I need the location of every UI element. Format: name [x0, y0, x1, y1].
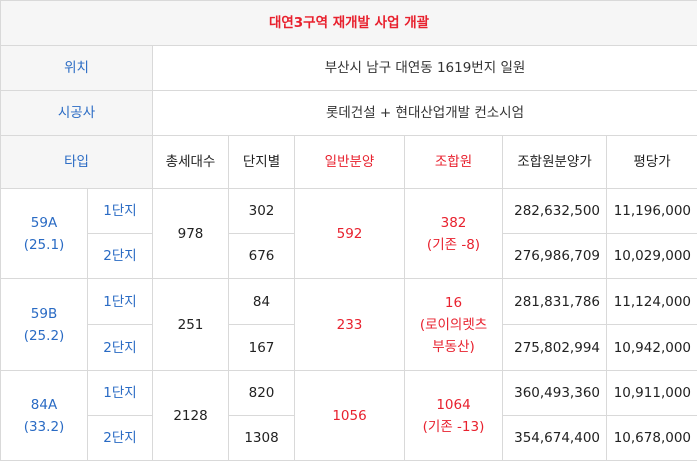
- member-price: 360,493,360: [502, 370, 607, 416]
- table-title: 대연3구역 재개발 사업 개괄: [0, 0, 697, 46]
- header-members: 조합원: [404, 135, 503, 189]
- members-note-2: 부동산): [432, 338, 475, 355]
- header-per-complex: 단지별: [228, 135, 295, 189]
- table-row: 2단지 676 276,986,709 10,029,000: [1, 233, 697, 279]
- type-cell: 84A (33.2): [0, 370, 88, 461]
- header-per-pyeong: 평당가: [606, 135, 697, 189]
- members-note: (로이의렛츠: [419, 316, 488, 333]
- member-price: 282,632,500: [502, 188, 607, 234]
- table-row: 2단지 1308 354,674,400 10,678,000: [1, 415, 697, 461]
- complex-label: 1단지: [87, 370, 153, 416]
- complex-label: 2단지: [87, 233, 153, 279]
- members-count: 16: [444, 294, 463, 311]
- member-price: 276,986,709: [502, 233, 607, 279]
- complex-count: 820: [228, 370, 295, 416]
- type-cell: 59A (25.1): [0, 188, 88, 279]
- price-per-pyeong: 10,678,000: [606, 415, 697, 461]
- member-price: 275,802,994: [502, 324, 607, 371]
- general-sale: 592: [294, 188, 405, 279]
- table-row: 59B (25.2) 1단지 251 84 233 16 (로이의렛츠 부동산)…: [0, 278, 697, 371]
- complex-count: 676: [228, 233, 295, 279]
- type-area: (25.1): [23, 236, 65, 253]
- price-per-pyeong: 11,124,000: [606, 278, 697, 325]
- member-price: 281,831,786: [502, 278, 607, 325]
- contractor-label: 시공사: [0, 90, 153, 136]
- price-per-pyeong: 10,942,000: [606, 324, 697, 371]
- price-per-pyeong: 10,911,000: [606, 370, 697, 416]
- complex-count: 1308: [228, 415, 295, 461]
- complex-label: 1단지: [87, 188, 153, 234]
- members-count: 1064: [436, 396, 471, 413]
- table-row: 59A (25.1) 1단지 978 302 592 382 (기존 -8) 2…: [0, 188, 697, 279]
- header-total: 총세대수: [152, 135, 229, 189]
- total-units: 2128: [152, 370, 229, 461]
- complex-label: 2단지: [87, 415, 153, 461]
- price-per-pyeong: 11,196,000: [606, 188, 697, 234]
- general-sale: 1056: [294, 370, 405, 461]
- complex-count: 302: [228, 188, 295, 234]
- header-general: 일반분양: [294, 135, 405, 189]
- members-cell: 382 (기존 -8): [404, 188, 503, 279]
- type-name: 59B: [30, 305, 58, 322]
- table-row: 84A (33.2) 1단지 2128 820 1056 1064 (기존 -1…: [0, 370, 697, 461]
- general-sale: 233: [294, 278, 405, 371]
- member-price: 354,674,400: [502, 415, 607, 461]
- type-name: 59A: [30, 214, 58, 231]
- members-cell: 16 (로이의렛츠 부동산): [404, 278, 503, 371]
- members-count: 382: [440, 214, 467, 231]
- type-area: (25.2): [23, 327, 65, 344]
- total-units: 251: [152, 278, 229, 371]
- complex-label: 2단지: [87, 324, 153, 371]
- price-per-pyeong: 10,029,000: [606, 233, 697, 279]
- total-units: 978: [152, 188, 229, 279]
- table-row: 2단지 167 275,802,994 10,942,000: [1, 324, 697, 371]
- type-area: (33.2): [23, 418, 65, 435]
- location-value: 부산시 남구 대연동 1619번지 일원: [152, 45, 697, 91]
- members-cell: 1064 (기존 -13): [404, 370, 503, 461]
- complex-count: 84: [228, 278, 295, 325]
- complex-count: 167: [228, 324, 295, 371]
- header-member-price: 조합원분양가: [502, 135, 607, 189]
- complex-label: 1단지: [87, 278, 153, 325]
- contractor-value: 롯데건설 + 현대산업개발 컨소시엄: [152, 90, 697, 136]
- members-note: (기존 -8): [426, 236, 481, 253]
- type-cell: 59B (25.2): [0, 278, 88, 371]
- location-label: 위치: [0, 45, 153, 91]
- members-note: (기존 -13): [422, 418, 485, 435]
- type-name: 84A: [30, 396, 58, 413]
- header-type: 타입: [0, 135, 153, 189]
